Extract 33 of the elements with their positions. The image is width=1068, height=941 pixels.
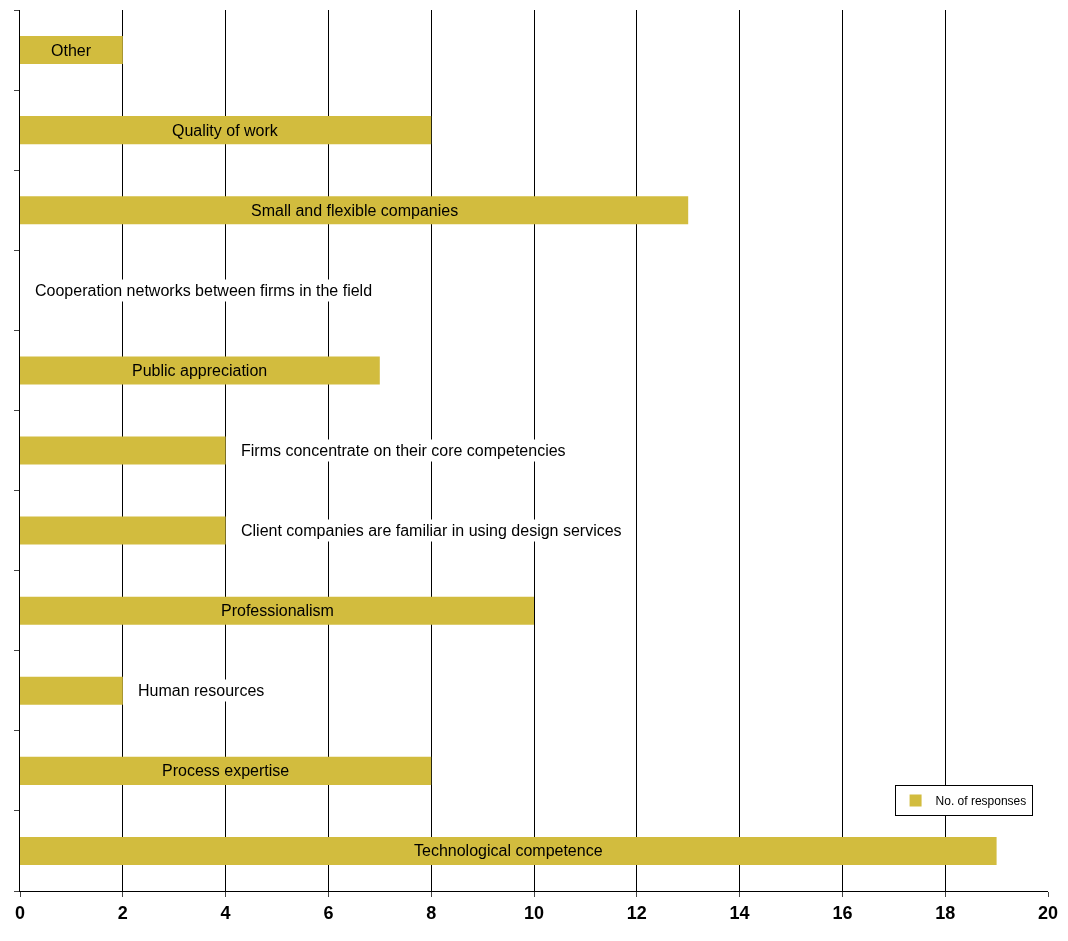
bar: [20, 436, 226, 465]
bar: [20, 676, 123, 705]
x-tick-label: 20: [1037, 902, 1059, 923]
bar: [20, 596, 534, 625]
y-tick-label: Professionalism: [221, 602, 334, 619]
x-tick-label: 6: [323, 902, 334, 923]
bar: [20, 516, 226, 545]
bar: [20, 36, 123, 65]
y-tick-label: Process expertise: [162, 762, 290, 779]
x-tick-label: 8: [426, 902, 437, 923]
y-tick-label: Small and flexible companies: [251, 202, 459, 219]
y-tick-label: Firms concentrate on their core competencies: [241, 442, 566, 459]
x-tick-label: 10: [523, 902, 545, 923]
x-tick-label: 2: [117, 902, 128, 923]
y-tick-label: Cooperation networks between firms in the field: [35, 282, 373, 299]
bar: [20, 756, 432, 785]
x-tick-label: 16: [832, 902, 853, 923]
bar: [20, 836, 997, 865]
y-tick-label: Client companies are familiar in using design services: [241, 522, 622, 539]
x-tick-label: 14: [729, 902, 750, 923]
y-tick-label: Technological competence: [414, 842, 603, 859]
y-tick-label: Quality of work: [172, 122, 279, 139]
bar: [20, 116, 432, 145]
x-tick-label: 0: [14, 902, 26, 923]
bar: [20, 356, 380, 385]
x-tick-label: 4: [220, 902, 231, 923]
x-tick-label: 12: [626, 902, 647, 923]
legend-label: No. of responses: [935, 794, 1027, 809]
y-tick-label: Public appreciation: [132, 362, 268, 379]
x-tick-label: 18: [935, 902, 956, 923]
y-tick-label: Other: [51, 42, 92, 59]
bar: [20, 196, 689, 225]
y-tick-label: Human resources: [138, 682, 265, 699]
